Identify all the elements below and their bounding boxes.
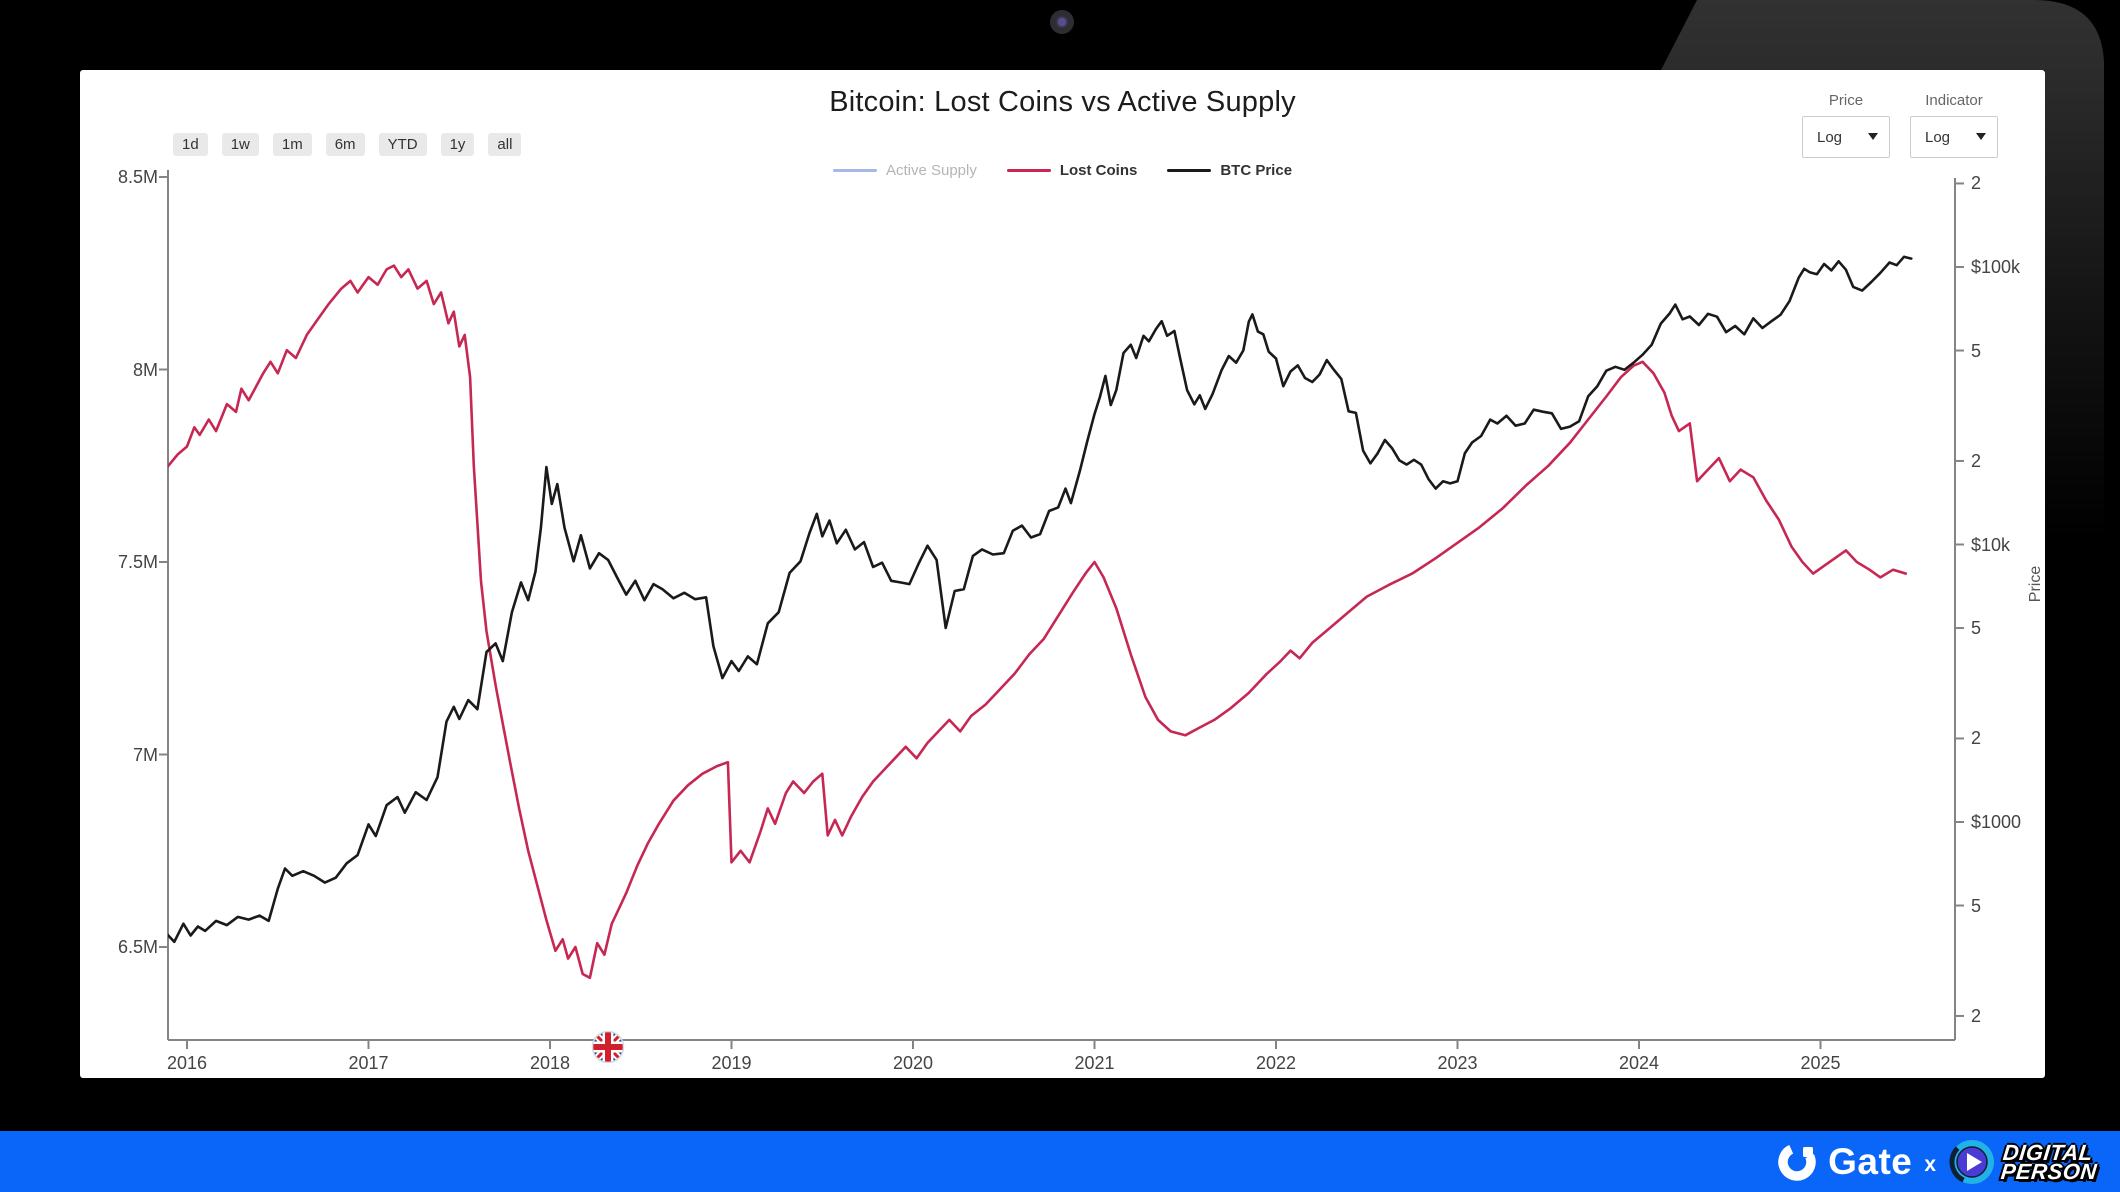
price-dropdown[interactable]: Log	[1802, 116, 1890, 158]
range-button-YTD[interactable]: YTD	[378, 133, 427, 156]
range-button-1m[interactable]: 1m	[272, 133, 312, 156]
left-axis-tick-8.5M: 8.5M	[117, 167, 158, 187]
digital-person-logo: DIGITAL PERSON	[1948, 1138, 2098, 1186]
range-button-1w[interactable]: 1w	[221, 133, 259, 156]
chart-legend: Active Supply Lost Coins BTC Price	[80, 162, 2045, 179]
footer-bar: Gate x DIGITAL PERSON	[0, 1131, 2120, 1192]
collab-x-label: x	[1924, 1152, 1937, 1176]
x-axis-tick-2023: 2023	[1437, 1053, 1478, 1073]
right-axis-tick-5: 5	[1971, 895, 1982, 916]
uk-flag-marker	[591, 1030, 625, 1064]
left-axis-tick-8M: 8M	[132, 359, 158, 380]
left-axis-tick-7M: 7M	[132, 744, 158, 765]
range-button-1d[interactable]: 1d	[173, 133, 208, 156]
x-axis-tick-2017: 2017	[348, 1053, 389, 1073]
right-axis-tick-$100k: $100k	[1971, 257, 2021, 277]
digital-person-line2: PERSON	[1999, 1158, 2099, 1184]
series-line-btc-price	[168, 255, 1913, 944]
x-axis-tick-2016: 2016	[166, 1053, 208, 1073]
gate-logo: Gate	[1776, 1141, 1912, 1183]
digital-person-icon	[1949, 1139, 1995, 1184]
right-axis-tick-2: 2	[1971, 728, 1982, 749]
legend-swatch	[1006, 169, 1051, 172]
camera-lens	[1058, 18, 1066, 26]
legend-item-active-supply[interactable]: Active Supply	[832, 162, 977, 179]
range-button-all[interactable]: all	[488, 133, 522, 156]
right-axis-tick-2: 2	[1971, 450, 1982, 471]
legend-swatch	[832, 169, 877, 172]
chart-title: Bitcoin: Lost Coins vs Active Supply	[829, 86, 1296, 118]
x-axis-tick-2020: 2020	[892, 1053, 934, 1073]
range-button-1y[interactable]: 1y	[440, 133, 475, 156]
chart-screen: Bitcoin: Lost Coins vs Active Supply 1d 1…	[80, 70, 2045, 1078]
right-axis-tick-2: 2	[1971, 1005, 1982, 1026]
right-axis-tick-5: 5	[1971, 340, 1982, 361]
price-dropdown-label: Price	[1828, 92, 1864, 109]
x-axis-tick-2024: 2024	[1618, 1053, 1660, 1073]
gate-icon	[1778, 1142, 1816, 1181]
right-axis-tick-$1000: $1000	[1971, 812, 2022, 832]
series-line-lost-coins	[168, 264, 1908, 980]
indicator-dropdown-group: Indicator Log	[1910, 92, 1998, 158]
gate-logo-text: Gate	[1828, 1140, 1913, 1182]
plot-area	[159, 170, 1964, 1049]
camera-icon	[1050, 10, 1074, 34]
legend-item-btc-price[interactable]: BTC Price	[1167, 162, 1292, 179]
right-axis-tick-5: 5	[1971, 618, 1982, 639]
left-axis-tick-6.5M: 6.5M	[117, 937, 158, 957]
legend-label: BTC Price	[1220, 162, 1293, 179]
price-dropdown-group: Price Log	[1802, 92, 1890, 158]
right-axis-tick-$10k: $10k	[1971, 534, 2011, 555]
x-axis-tick-2018: 2018	[529, 1053, 571, 1073]
legend-swatch	[1167, 169, 1212, 172]
x-axis-tick-2022: 2022	[1255, 1053, 1297, 1073]
time-range-buttons: 1d 1w 1m 6m YTD 1y all	[173, 133, 522, 156]
indicator-dropdown[interactable]: Log	[1910, 116, 1998, 158]
indicator-dropdown-label: Indicator	[1925, 92, 1983, 109]
legend-label: Lost Coins	[1059, 162, 1138, 179]
range-button-6m[interactable]: 6m	[325, 133, 365, 156]
digital-person-text: DIGITAL PERSON	[1999, 1140, 2100, 1184]
legend-item-lost-coins[interactable]: Lost Coins	[1006, 162, 1138, 179]
left-axis-tick-7.5M: 7.5M	[117, 552, 158, 572]
right-axis-tick-2: 2	[1971, 173, 1982, 194]
chevron-down-icon	[1976, 133, 1986, 140]
indicator-dropdown-value: Log	[1925, 128, 1951, 146]
price-dropdown-value: Log	[1817, 128, 1843, 146]
x-axis-tick-2019: 2019	[711, 1053, 752, 1073]
x-axis-tick-2021: 2021	[1074, 1053, 1115, 1073]
right-axis-title: Price	[2027, 565, 2045, 603]
x-axis-tick-2025: 2025	[1800, 1053, 1841, 1073]
legend-label: Active Supply	[885, 162, 977, 179]
chevron-down-icon	[1868, 133, 1878, 140]
